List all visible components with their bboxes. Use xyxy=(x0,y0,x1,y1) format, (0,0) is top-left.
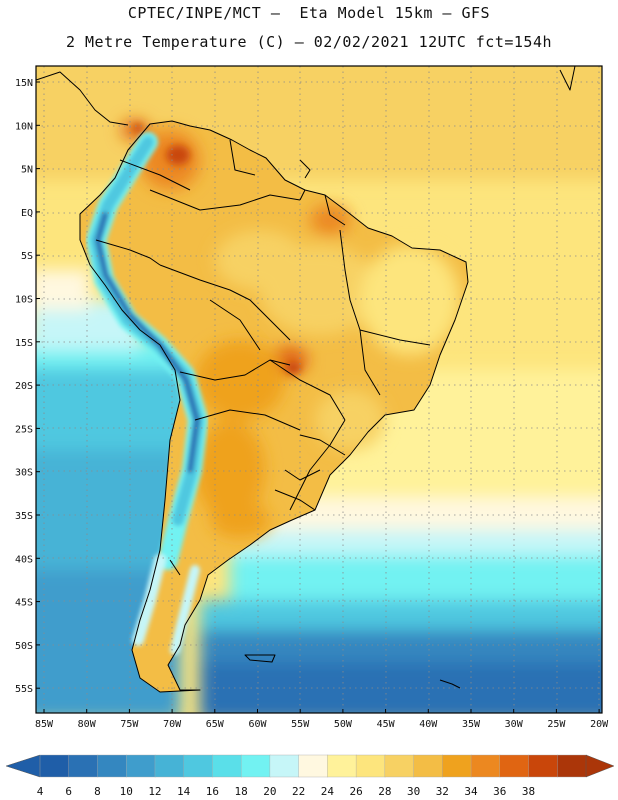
lat-label: 15S xyxy=(15,338,33,349)
lon-label: 25W xyxy=(547,719,566,730)
colorbar-label: 14 xyxy=(177,785,191,798)
colorbar-high-arrow xyxy=(585,754,615,778)
colorbar-label: 12 xyxy=(148,785,161,798)
lon-label: 70W xyxy=(163,719,182,730)
colorbar-label: 34 xyxy=(464,785,478,798)
lat-label: 5N xyxy=(21,165,33,176)
lat-label: 5S xyxy=(21,251,33,262)
colorbar-swatch xyxy=(499,754,530,778)
colorbar-swatch xyxy=(384,754,415,778)
colorbar-low-arrow xyxy=(5,754,41,778)
colorbar-label: 36 xyxy=(493,785,506,798)
colorbar-swatch xyxy=(442,754,472,778)
colorbar-swatch xyxy=(183,754,214,778)
colorbar-label: 24 xyxy=(321,785,335,798)
lon-label: 85W xyxy=(35,719,54,730)
lon-label: 40W xyxy=(419,719,438,730)
colorbar-swatch xyxy=(327,754,357,778)
colorbar-swatch xyxy=(298,754,329,778)
lat-label: 50S xyxy=(15,641,33,652)
lon-label: 55W xyxy=(291,719,310,730)
lon-label: 35W xyxy=(462,719,481,730)
colorbar-label: 18 xyxy=(235,785,248,798)
lat-label: 25S xyxy=(15,424,33,435)
temperature-colorbar: 4 6 8 10 12 14 16 18 20 22 24 26 28 30 32 34 36 38 xyxy=(5,754,615,798)
colorbar-label: 20 xyxy=(263,785,276,798)
lon-label: 30W xyxy=(505,719,524,730)
lon-label: 60W xyxy=(248,719,267,730)
lon-label: 65W xyxy=(206,719,225,730)
colorbar-label: 16 xyxy=(206,785,219,798)
colorbar-swatch xyxy=(126,754,156,778)
colorbar-label: 22 xyxy=(292,785,305,798)
lat-label: 30S xyxy=(15,468,33,479)
colorbar-swatch xyxy=(470,754,501,778)
colorbar-swatch xyxy=(154,754,185,778)
lat-label: 35S xyxy=(15,511,33,522)
temperature-field xyxy=(36,66,602,713)
lat-label: 20S xyxy=(15,381,33,392)
colorbar-swatch xyxy=(212,754,242,778)
map-frame xyxy=(35,65,603,714)
lat-label: EQ xyxy=(21,208,33,219)
colorbar-label: 6 xyxy=(65,785,72,798)
colorbar-label: 28 xyxy=(378,785,391,798)
map-title-source: CPTEC/INPE/MCT — Eta Model 15km — GFS xyxy=(127,4,491,22)
political-boundaries xyxy=(36,66,576,693)
colorbar-swatch xyxy=(240,754,271,778)
map-title-variable: 2 Metre Temperature (C) — 02/02/2021 12U… xyxy=(65,33,553,51)
lon-label: 45W xyxy=(377,719,396,730)
longitude-axis: 85W 80W 75W 70W 65W 60W 55W 50W 45W 40W 35W 30W 25W 2… xyxy=(35,709,609,730)
colorbar-swatch xyxy=(68,754,99,778)
latitude-axis: 15N 10N 5N EQ 5S 10S 15S 20S 25S 30S 35S 40S 45S 50S 5… xyxy=(15,78,40,695)
lat-label: 55S xyxy=(15,684,33,695)
lat-label: 10N xyxy=(15,121,33,132)
colorbar-label: 10 xyxy=(120,785,133,798)
colorbar-swatch xyxy=(528,754,558,778)
colorbar-label: 8 xyxy=(94,785,101,798)
colorbar-label: 26 xyxy=(349,785,362,798)
lon-label: 75W xyxy=(120,719,139,730)
lat-label: 45S xyxy=(15,598,33,609)
lon-label: 80W xyxy=(78,719,97,730)
colorbar-swatch xyxy=(97,754,127,778)
colorbar-label: 32 xyxy=(436,785,449,798)
lat-label: 15N xyxy=(15,78,33,89)
lon-label: 50W xyxy=(334,719,353,730)
colorbar-swatch xyxy=(355,754,386,778)
graticule xyxy=(36,66,602,713)
colorbar-label: 38 xyxy=(522,785,535,798)
lon-label: 20W xyxy=(590,719,609,730)
colorbar-swatch xyxy=(269,754,300,778)
lat-label: 40S xyxy=(15,554,33,565)
colorbar-swatch xyxy=(413,754,444,778)
colorbar-label: 4 xyxy=(37,785,44,798)
colorbar-label: 30 xyxy=(407,785,420,798)
lat-label: 10S xyxy=(15,295,33,306)
colorbar-swatch xyxy=(557,754,587,778)
colorbar-swatch xyxy=(39,754,70,778)
